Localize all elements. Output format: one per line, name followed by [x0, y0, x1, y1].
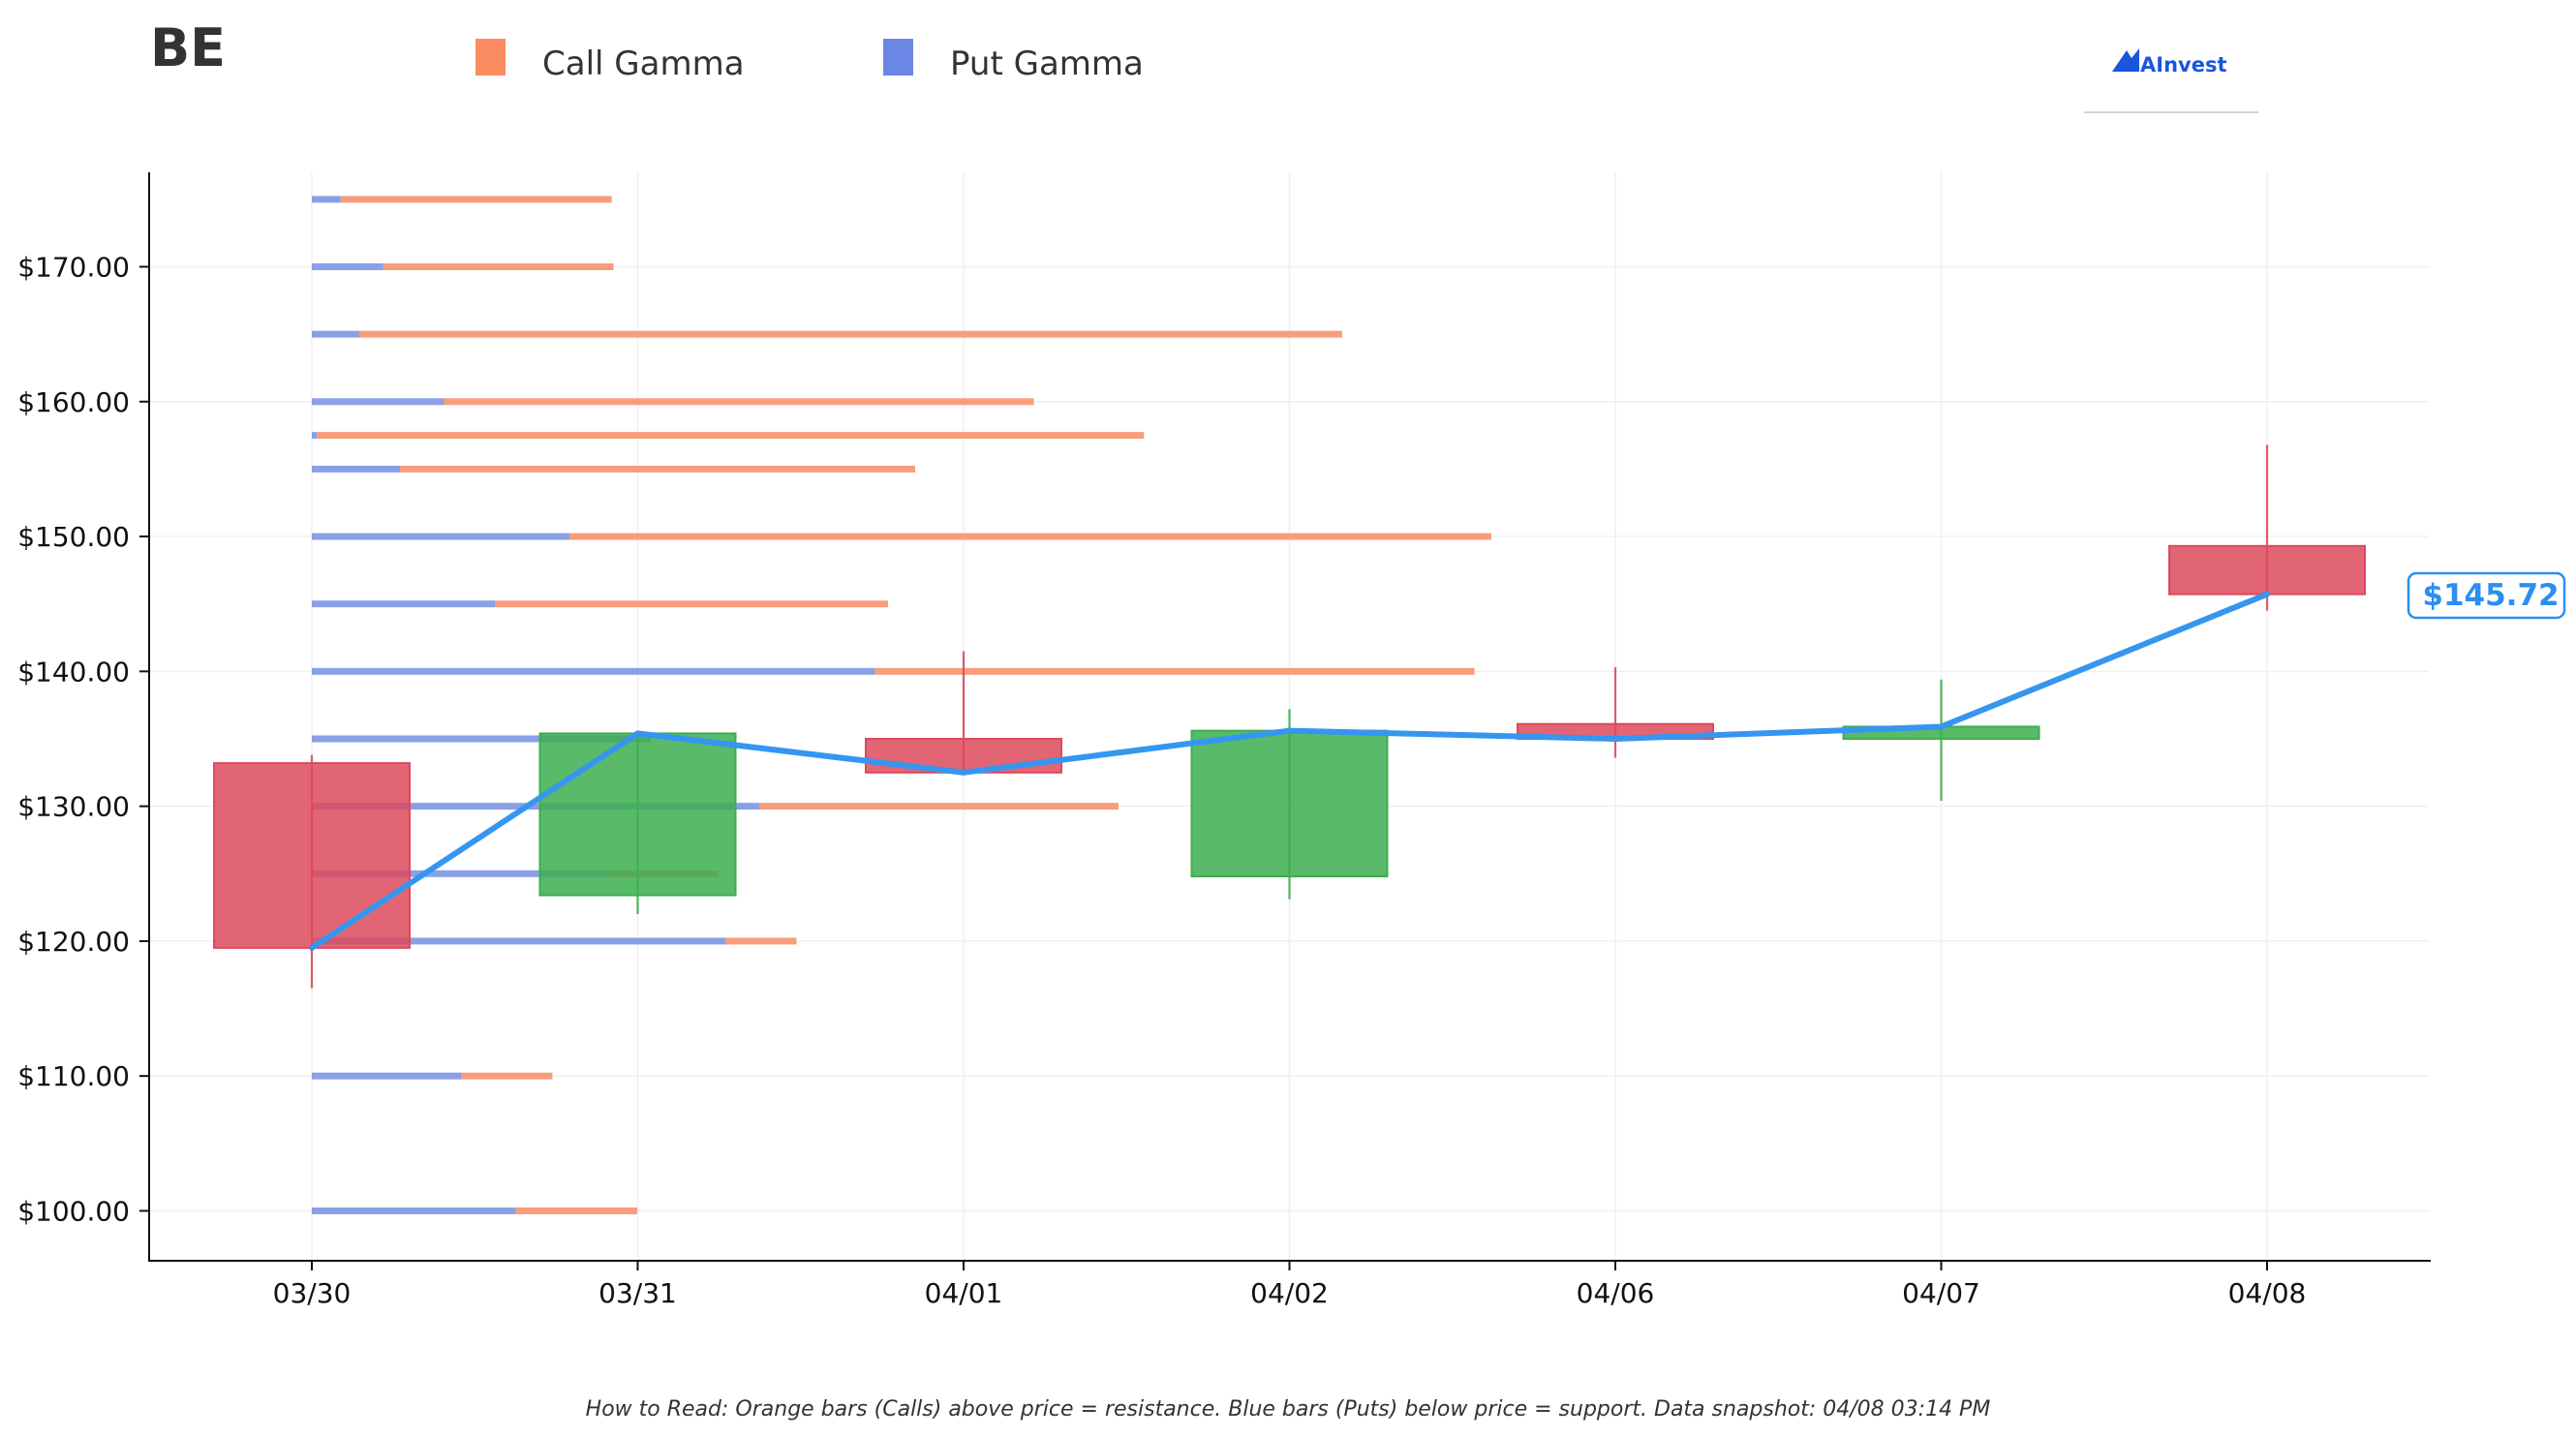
x-tick-label-6: 04/08	[2228, 1277, 2307, 1309]
how-to-read-note: How to Read: Orange bars (Calls) above p…	[586, 1397, 1991, 1422]
price-line	[309, 591, 2270, 951]
candle-body-3	[1190, 729, 1389, 878]
y-ticks: $100.00 $110.00 $120.00 $130.00 $140.00 $150.…	[17, 251, 149, 1227]
brand-chart-icon	[2112, 48, 2139, 72]
call-gamma-bar-14	[515, 1207, 637, 1214]
put-gamma-bar-8	[312, 667, 874, 675]
x-tick-label-0: 03/30	[273, 1277, 352, 1309]
candle-body-6	[2168, 544, 2366, 596]
call-gamma-bar-10	[759, 803, 1119, 810]
call-gamma-bar-5	[400, 465, 915, 473]
y-tick-label-4: $140.00	[17, 656, 130, 688]
put-gamma-bar-5	[312, 465, 400, 473]
x-ticks: 03/30 03/31 04/01 04/02 04/06 04/07 04/08	[273, 1261, 2307, 1309]
legend-put-label: Put Gamma	[950, 45, 1144, 83]
put-gamma-bar-11	[312, 870, 610, 877]
put-gamma-bar-4	[312, 432, 318, 440]
call-gamma-bar-8	[874, 667, 1475, 675]
brand-logo: AInvest	[2084, 48, 2258, 113]
call-gamma-bar-0	[340, 196, 612, 203]
call-gamma-bar-6	[569, 533, 1491, 540]
y-tick-label-7: $170.00	[17, 251, 130, 283]
put-gamma-bar-7	[312, 600, 495, 608]
put-gamma-bar-12	[312, 937, 725, 945]
put-gamma-bar-6	[312, 533, 569, 540]
call-gamma-bar-3	[444, 398, 1034, 406]
x-tick-label-1: 03/31	[598, 1277, 677, 1309]
brand-name: AInvest	[2140, 53, 2227, 76]
call-gamma-bar-12	[725, 937, 797, 945]
candle-body-1	[538, 732, 737, 897]
current-price-box	[2407, 571, 2566, 620]
y-tick-label-0: $100.00	[17, 1195, 130, 1227]
put-gamma-bar-1	[312, 262, 383, 270]
call-gamma-bar-1	[383, 262, 614, 270]
legend-put-swatch	[883, 39, 913, 76]
call-gamma-bar-7	[495, 600, 888, 608]
candle-body-2	[865, 737, 1062, 774]
gamma-bars	[312, 196, 1491, 1214]
y-tick-label-3: $130.00	[17, 791, 130, 823]
y-tick-label-6: $160.00	[17, 386, 130, 418]
x-tick-label-5: 04/07	[1902, 1277, 1980, 1309]
price-line-layer	[309, 591, 2270, 951]
call-gamma-bar-4	[317, 432, 1145, 440]
call-gamma-bar-2	[359, 330, 1342, 338]
legend: Call Gamma Put Gamma	[475, 39, 1144, 83]
put-gamma-bar-9	[312, 735, 651, 743]
candle-body-0	[213, 762, 411, 949]
y-tick-label-1: $110.00	[17, 1060, 130, 1092]
put-gamma-bar-14	[312, 1207, 515, 1214]
x-tick-label-3: 04/02	[1250, 1277, 1329, 1309]
call-gamma-bar-13	[461, 1072, 553, 1080]
put-gamma-bar-2	[312, 330, 359, 338]
x-tick-label-2: 04/01	[925, 1277, 1003, 1309]
y-tick-label-5: $150.00	[17, 521, 130, 553]
y-tick-label-2: $120.00	[17, 926, 130, 958]
x-tick-label-4: 04/06	[1577, 1277, 1655, 1309]
legend-call-swatch	[475, 39, 506, 76]
put-gamma-bar-0	[312, 196, 341, 203]
current-price-label: $145.72	[2422, 578, 2559, 613]
put-gamma-bar-3	[312, 398, 445, 406]
current-price-badge: $145.72	[2407, 571, 2566, 620]
legend-call-label: Call Gamma	[542, 45, 745, 83]
put-gamma-bar-13	[312, 1072, 461, 1080]
ticker-symbol: BE	[150, 17, 226, 78]
put-gamma-bar-10	[312, 803, 759, 810]
